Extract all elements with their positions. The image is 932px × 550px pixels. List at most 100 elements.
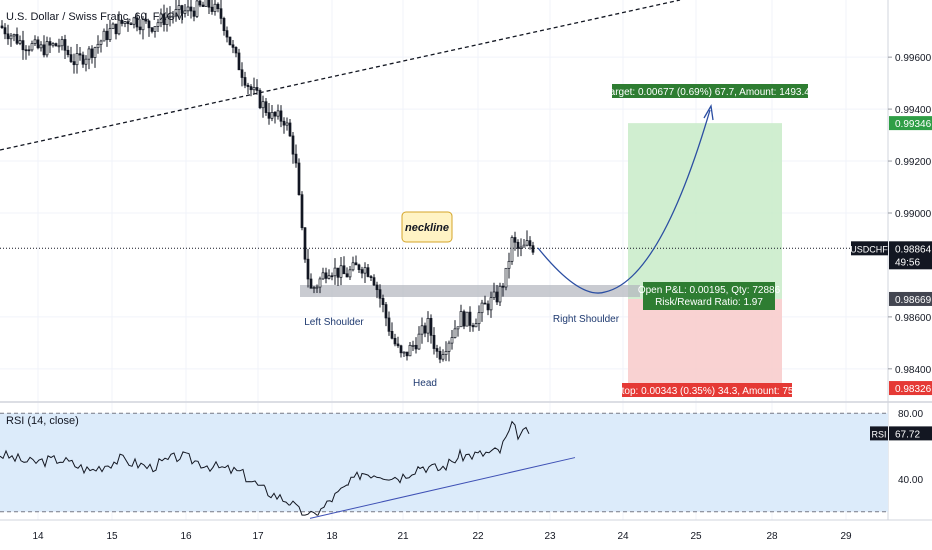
x-tick-label: 24	[617, 531, 629, 542]
candle-body	[435, 348, 439, 352]
y-tick-label: 0.98400	[895, 365, 932, 376]
candle-body	[495, 291, 499, 303]
right-shoulder-label: Right Shoulder	[553, 314, 620, 325]
candle-body	[117, 19, 121, 35]
candle-body	[474, 323, 478, 328]
candle-body	[315, 286, 319, 289]
candle-body	[180, 5, 184, 14]
y-tick-label: 0.99200	[895, 157, 932, 168]
arrow-head	[703, 104, 714, 121]
candle-body	[258, 90, 262, 109]
candle-body	[252, 87, 256, 91]
candle-body	[72, 61, 76, 66]
candle-body	[144, 19, 148, 22]
current-price-badge	[889, 241, 932, 270]
candle-body	[507, 260, 511, 269]
y-tick-label: 0.99400	[895, 105, 932, 116]
candle-body	[363, 267, 367, 274]
candle-body	[195, 0, 199, 17]
candle-body	[87, 48, 91, 60]
stop-price-text: 0.98326	[895, 384, 932, 395]
candle-body	[387, 317, 391, 332]
candle-body	[207, 0, 211, 8]
stop-zone	[628, 298, 782, 389]
candle-body	[336, 267, 340, 278]
candle-body	[24, 49, 28, 52]
candle-body	[99, 40, 103, 45]
candle-body	[264, 101, 268, 113]
symbol-badge	[851, 241, 888, 256]
candle-body	[57, 45, 61, 48]
x-tick-label: 17	[252, 531, 264, 542]
candle-body	[222, 18, 226, 31]
x-tick-label: 18	[326, 531, 338, 542]
candle-body	[516, 241, 520, 249]
y-tick-label: 0.99000	[895, 209, 932, 220]
stop-label: Stop: 0.00343 (0.35%) 34.3, Amount: 750	[615, 386, 799, 397]
candle-body	[201, 4, 205, 7]
rsi-trend-line	[309, 457, 576, 519]
candle-body	[39, 44, 43, 49]
candle-body	[198, 0, 202, 6]
candle-body	[165, 16, 169, 25]
candle-body	[114, 23, 118, 35]
rr-label: Risk/Reward Ratio: 1.97	[655, 297, 763, 308]
candle-body	[228, 36, 232, 46]
candle-body	[375, 284, 379, 291]
candle-body	[105, 30, 109, 41]
candle-body	[318, 278, 322, 288]
candle-body	[135, 17, 139, 28]
countdown-text: 49:56	[895, 257, 920, 268]
head-label: Head	[413, 378, 437, 389]
candle-body	[234, 47, 238, 54]
candle-body	[36, 39, 40, 49]
candle-body	[15, 34, 19, 44]
x-tick-label: 28	[766, 531, 778, 542]
candle-body	[225, 30, 229, 38]
candle-body	[456, 326, 460, 330]
candle-body	[126, 21, 130, 25]
candle-body	[348, 269, 352, 278]
candle-body	[357, 264, 361, 270]
candle-body	[243, 77, 247, 86]
candle-body	[426, 317, 430, 334]
candle-body	[48, 41, 52, 46]
candle-body	[390, 330, 394, 339]
candle-body	[288, 122, 292, 137]
candle-body	[96, 43, 100, 49]
left-shoulder-label: Left Shoulder	[304, 317, 364, 328]
candle-body	[480, 302, 484, 314]
candle-body	[18, 40, 22, 44]
candle-body	[513, 237, 517, 243]
candle-body	[90, 48, 94, 58]
candle-body	[414, 344, 418, 350]
candle-body	[402, 351, 406, 354]
projection-arrow	[537, 109, 711, 294]
candle-body	[162, 13, 166, 25]
candle-body	[519, 246, 523, 249]
candle-body	[0, 25, 4, 29]
candle-body	[3, 27, 7, 35]
rsi-tick-label: 40.00	[898, 475, 923, 486]
candle-body	[210, 6, 214, 12]
neckline-label: neckline	[405, 222, 449, 234]
candle-body	[204, 0, 208, 7]
candle-body	[378, 289, 382, 299]
candle-body	[129, 23, 133, 26]
target-zone	[628, 123, 782, 299]
candle-body	[528, 240, 532, 247]
candle-body	[30, 43, 34, 51]
candle-body	[249, 86, 253, 91]
candle-body	[108, 28, 112, 41]
candle-body	[285, 122, 289, 126]
x-tick-label: 21	[397, 531, 409, 542]
candle-body	[171, 15, 175, 18]
candle-body	[156, 22, 160, 27]
candle-body	[300, 194, 304, 229]
candle-body	[372, 277, 376, 286]
candle-body	[168, 15, 172, 18]
candle-body	[462, 311, 466, 327]
candle-body	[441, 354, 445, 360]
candle-body	[237, 52, 241, 71]
